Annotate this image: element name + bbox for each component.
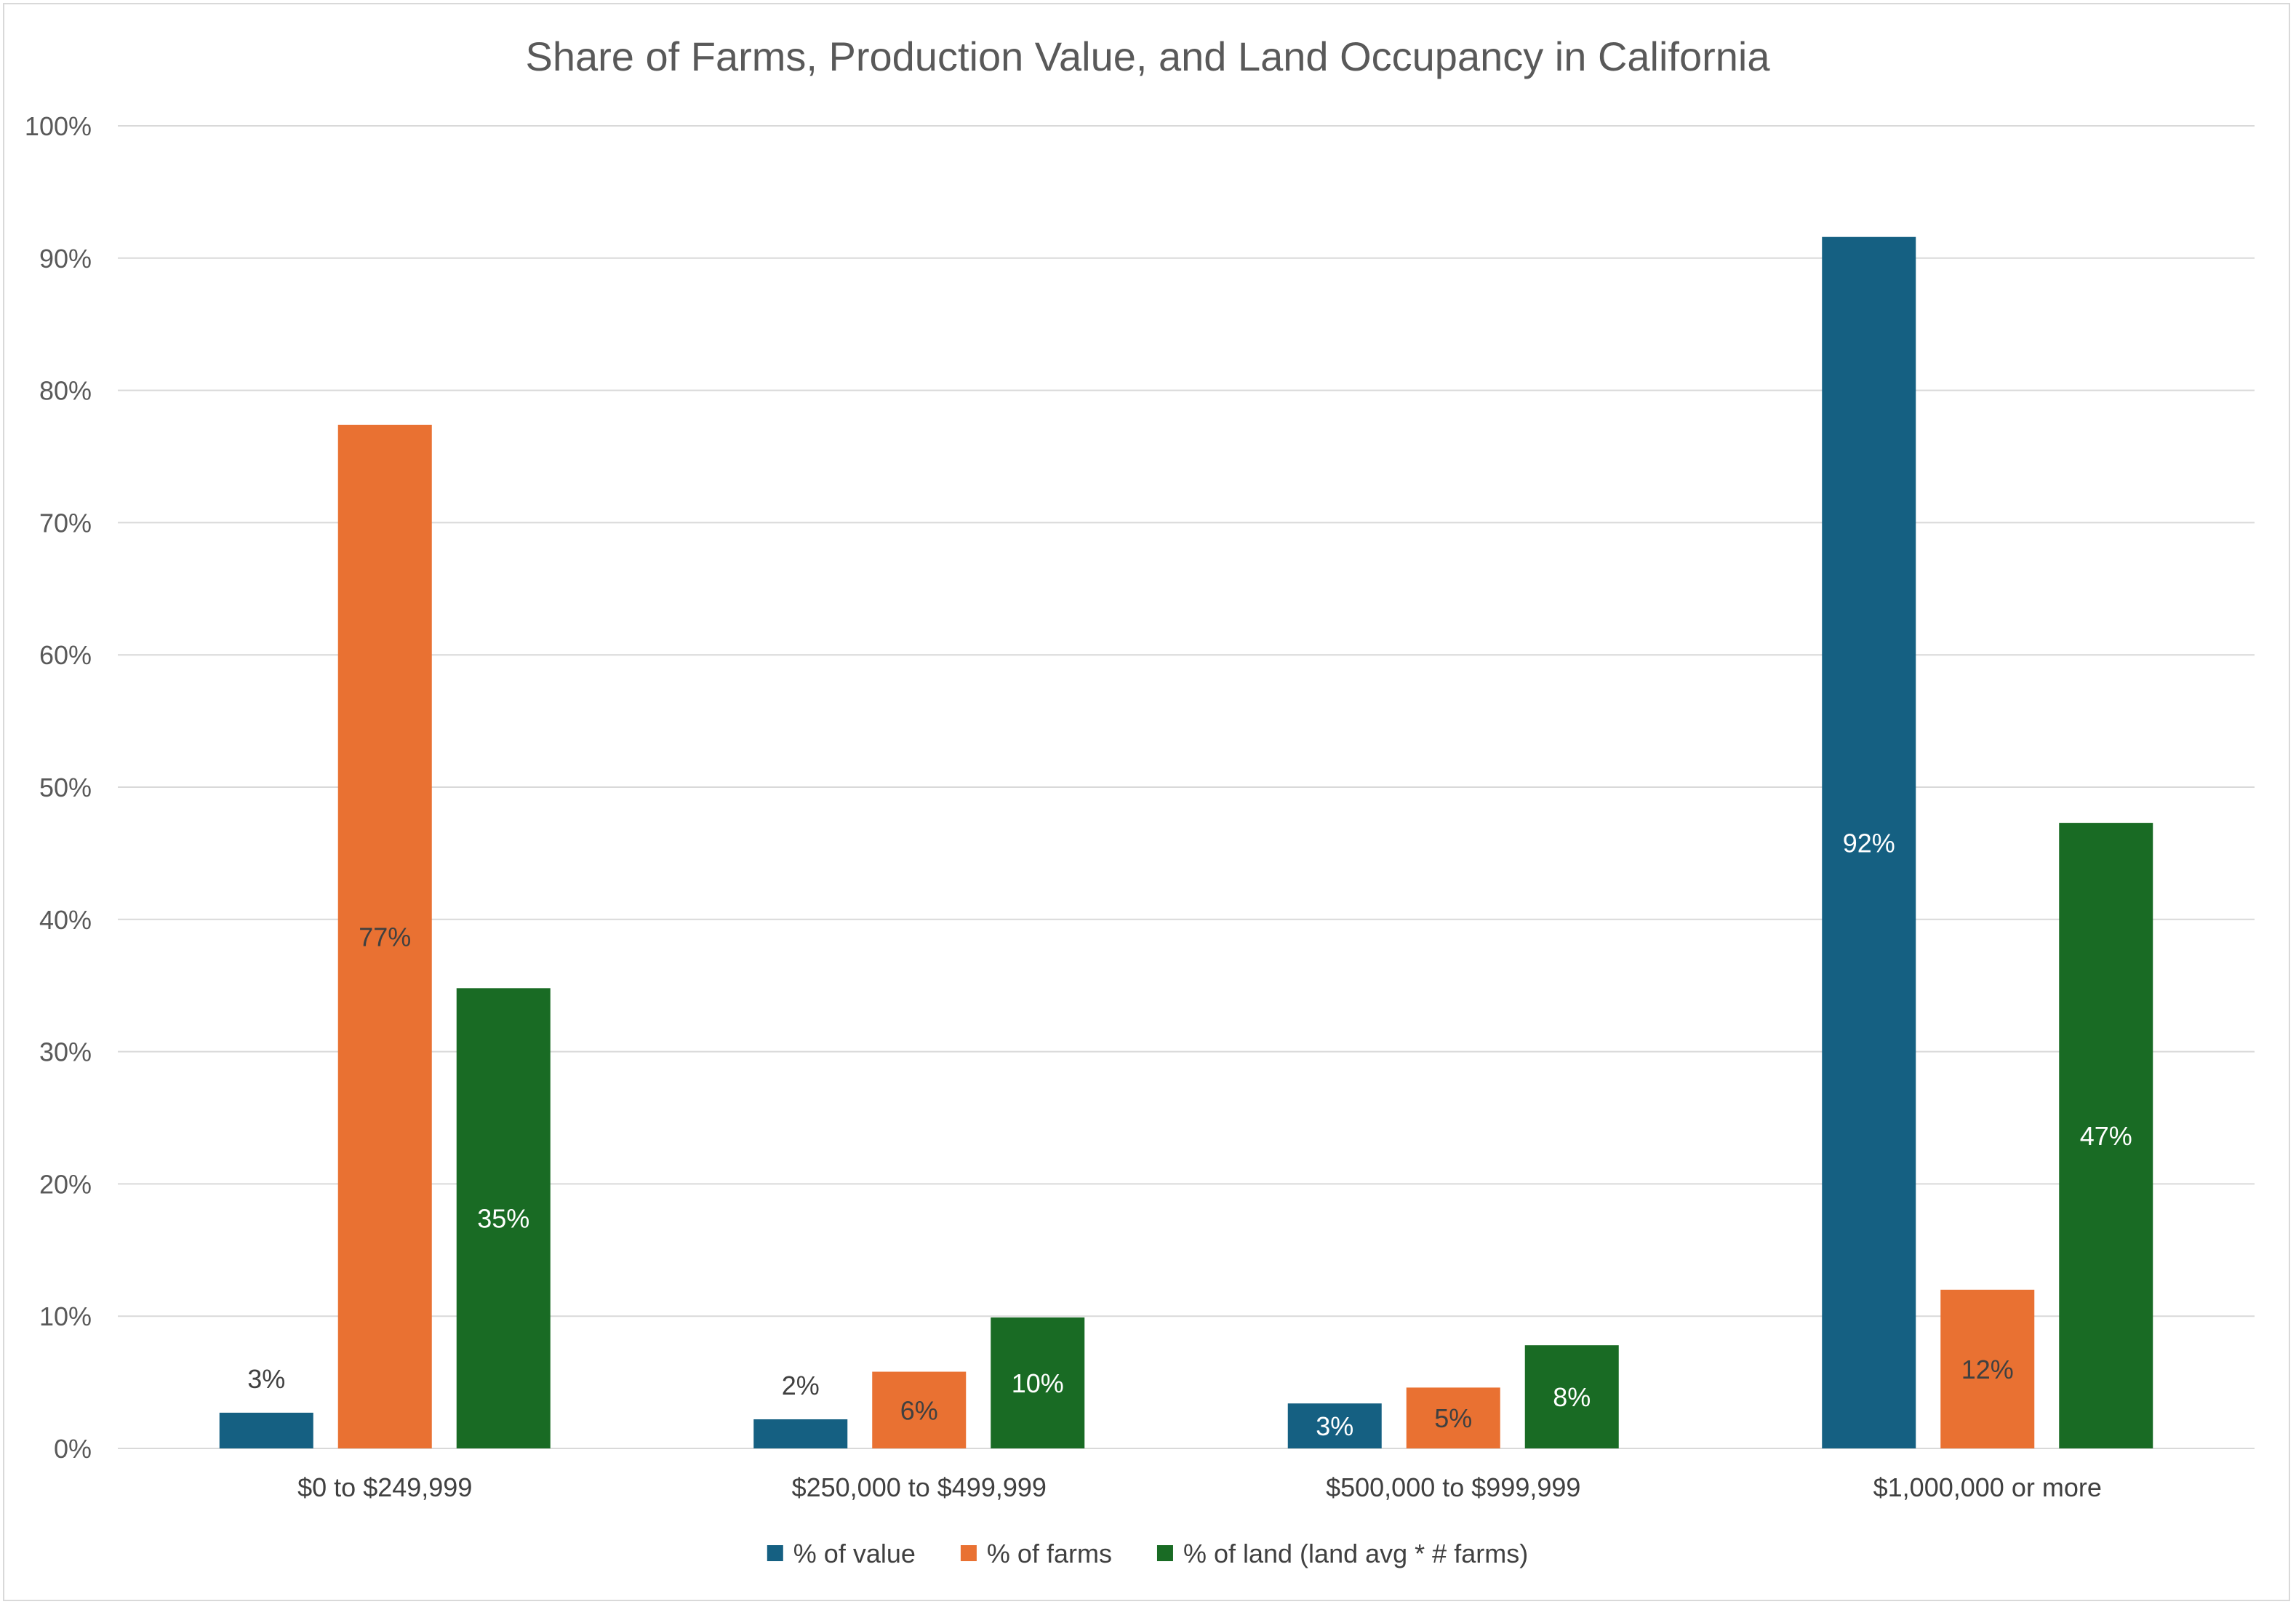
- bar-1-4: [1822, 236, 1916, 1448]
- y-tick-label-0: 0%: [54, 1434, 92, 1464]
- gridlines: [118, 125, 2255, 1449]
- y-tick-label-10: 10%: [39, 1301, 92, 1331]
- chart-title: Share of Farms, Production Value, and La…: [525, 33, 1770, 79]
- bar-2-4: [1940, 1289, 2035, 1448]
- bar-3-3: [1524, 1345, 1619, 1448]
- bars: [219, 236, 2153, 1449]
- y-tick-label-90: 90%: [39, 244, 92, 274]
- data-label-2-3: 5%: [1434, 1403, 1472, 1433]
- data-label-3-1: 35%: [477, 1204, 529, 1234]
- legend-swatch-2: [960, 1545, 977, 1561]
- category-label-1: $0 to $249,999: [297, 1472, 472, 1502]
- bar-1-1: [219, 1412, 313, 1448]
- category-label-2: $250,000 to $499,999: [792, 1472, 1047, 1502]
- data-labels: 3% 77% 35% 2% 6% 10% 3% 5% 8% 92% 12% 47%: [247, 828, 2132, 1441]
- data-label-3-4: 47%: [2080, 1121, 2132, 1151]
- y-tick-label-20: 20%: [39, 1169, 92, 1199]
- y-tick-label-30: 30%: [39, 1037, 92, 1067]
- y-tick-label-40: 40%: [39, 905, 92, 935]
- legend-swatch-1: [767, 1545, 783, 1561]
- category-label-3: $500,000 to $999,999: [1326, 1472, 1580, 1502]
- bar-3-1: [456, 988, 551, 1448]
- y-tick-label-70: 70%: [39, 508, 92, 538]
- x-axis-categories: $0 to $249,999 $250,000 to $499,999 $500,0…: [297, 1472, 2102, 1502]
- y-tick-label-100: 100%: [25, 111, 92, 141]
- data-label-2-4: 12%: [1961, 1355, 2014, 1384]
- data-label-1-3: 3%: [1316, 1411, 1353, 1441]
- data-label-1-2: 2%: [782, 1371, 820, 1400]
- legend-label-3: % of land (land avg * # farms): [1183, 1539, 1528, 1568]
- legend-swatch-3: [1156, 1545, 1173, 1561]
- legend-label-1: % of value: [793, 1539, 916, 1568]
- bar-2-1: [337, 424, 432, 1449]
- y-tick-label-80: 80%: [39, 376, 92, 406]
- bar-2-3: [1406, 1387, 1500, 1448]
- data-label-2-1: 77%: [359, 922, 411, 952]
- data-label-3-2: 10%: [1012, 1368, 1064, 1398]
- legend: % of value % of farms % of land (land avg …: [767, 1539, 1528, 1568]
- data-label-1-1: 3%: [247, 1364, 285, 1394]
- bar-1-3: [1287, 1403, 1382, 1448]
- legend-label-2: % of farms: [987, 1539, 1112, 1568]
- data-label-3-3: 8%: [1553, 1382, 1591, 1412]
- category-label-4: $1,000,000 or more: [1873, 1472, 2102, 1502]
- bar-1-2: [753, 1419, 848, 1448]
- bar-3-2: [991, 1317, 1085, 1448]
- y-tick-label-60: 60%: [39, 640, 92, 670]
- y-tick-label-50: 50%: [39, 773, 92, 802]
- data-label-2-2: 6%: [900, 1395, 938, 1425]
- bar-2-2: [872, 1371, 967, 1448]
- data-label-1-4: 92%: [1843, 828, 1895, 858]
- bar-3-4: [2059, 823, 2153, 1448]
- y-axis-ticks: 0% 10% 20% 30% 40% 50% 60% 70% 80% 90% 100%: [25, 111, 92, 1464]
